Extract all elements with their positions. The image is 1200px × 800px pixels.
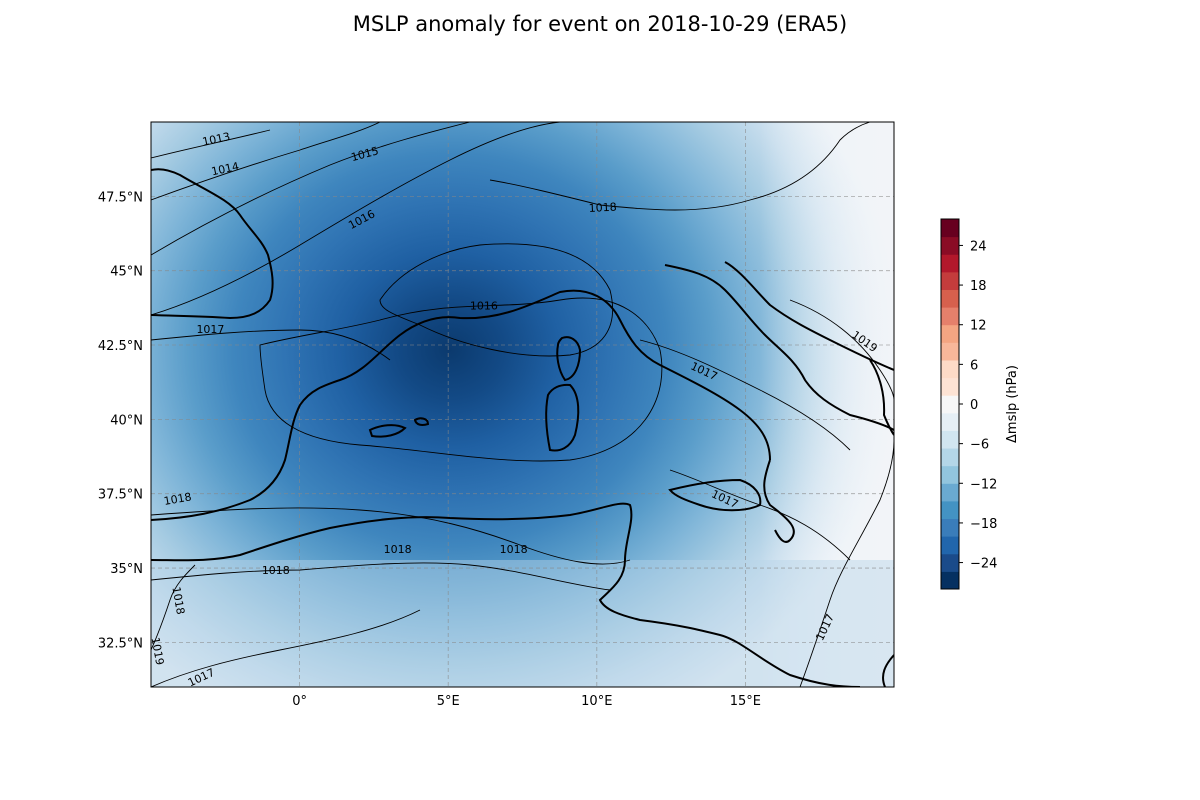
coastline-north-africa	[151, 502, 861, 687]
contour-label: 1013	[201, 130, 231, 149]
coastline-balearics	[368, 417, 430, 438]
contour-label: 1016	[470, 299, 498, 312]
colorbar-tick-label: 18	[970, 279, 987, 294]
isobar-1017-southeast	[799, 439, 894, 687]
isobar-1016-inner	[379, 243, 614, 357]
x-tick-label: 0°	[292, 694, 307, 709]
colorbar-segment	[941, 518, 959, 537]
y-tick-label: 40°N	[110, 413, 143, 428]
colorbar-ticks: 24 18 12 6 0 −6 −12 −18 −24	[959, 239, 997, 572]
colorbar-segment	[941, 430, 959, 449]
isobar-1016-outer	[151, 122, 561, 316]
colorbar-segment	[941, 289, 959, 308]
colorbar-segment	[941, 483, 959, 502]
y-tick-label: 32.5°N	[98, 636, 143, 651]
coastline-corsica	[556, 336, 582, 382]
colorbar-segment	[941, 412, 959, 431]
contour-label: 1018	[384, 543, 412, 556]
colorbar-segment	[941, 536, 959, 555]
isobar-1015	[151, 122, 471, 256]
y-tick-label: 42.5°N	[98, 339, 143, 354]
x-tick-label: 10°E	[581, 694, 612, 709]
colorbar-segment	[941, 236, 959, 255]
contour-label: 1018	[588, 201, 617, 215]
colorbar-segment	[941, 342, 959, 361]
colorbar-tick-label: 0	[970, 398, 978, 413]
isobar-1018-south2	[151, 562, 611, 591]
colorbar-tick-label: 12	[970, 319, 987, 334]
isobar-1018-south	[151, 507, 631, 565]
coastline-greece	[869, 359, 894, 436]
coastline-france-atlantic	[151, 168, 274, 320]
contour-label: 1018	[163, 490, 193, 508]
coastline-sicily	[668, 478, 762, 512]
coastlines	[151, 168, 894, 687]
colorbar-segment	[941, 307, 959, 326]
contour-label: 1018	[500, 543, 528, 556]
contour-label: 1018	[169, 586, 187, 616]
anomaly-east-fade	[760, 122, 894, 687]
colorbar-segment	[941, 359, 959, 379]
colorbar-tick-label: −24	[970, 557, 997, 572]
y-tick-label: 37.5°N	[98, 488, 143, 503]
colorbar-segment	[941, 324, 959, 343]
colorbar-segment	[941, 465, 959, 484]
colorbar-segment	[941, 254, 959, 273]
colorbar-tick-label: −12	[970, 477, 997, 492]
colorbar: 24 18 12 6 0 −6 −12 −18 −24 Δmslp (hPa)	[940, 218, 1020, 590]
isobar-1017-italy	[639, 339, 851, 451]
coastline-spain-med	[151, 289, 771, 521]
colorbar-label: Δmslp (hPa)	[1005, 365, 1020, 443]
anomaly-south-band	[151, 560, 894, 687]
contour-label: 1017	[196, 323, 224, 336]
isobar-1013	[151, 129, 271, 159]
colorbar-tick-label: −18	[970, 517, 997, 532]
coastline-dalmatia	[724, 261, 894, 371]
isobar-1017-loop	[259, 297, 663, 462]
isobar-1019-southwest	[151, 564, 196, 651]
colorbar-segment	[941, 377, 959, 396]
y-axis: 47.5°N 45°N 42.5°N 40°N 37.5°N 35°N 32.5°N	[98, 190, 143, 651]
colorbar-tick-label: 24	[970, 239, 987, 254]
isobar-1018-north	[489, 122, 871, 211]
x-axis: 0° 5°E 10°E 15°E	[292, 694, 761, 709]
contour-label: 1018	[262, 564, 290, 577]
gridlines	[151, 122, 894, 687]
contour-label: 1019	[149, 636, 167, 666]
coastline-sardinia	[545, 383, 580, 452]
isobar-1019-east	[789, 299, 894, 401]
x-tick-label: 15°E	[730, 694, 761, 709]
coastline-italy-boot	[763, 459, 795, 543]
y-tick-label: 45°N	[110, 265, 143, 280]
colorbar-segment	[941, 448, 959, 467]
y-tick-label: 47.5°N	[98, 190, 143, 205]
map-frame	[150, 121, 895, 688]
isobar-1017-southwest	[151, 609, 421, 687]
colorbar-segment	[941, 395, 959, 414]
colorbar-segment	[941, 271, 959, 290]
chart-title: MSLP anomaly for event on 2018-10-29 (ER…	[352, 12, 848, 36]
y-tick-label: 35°N	[110, 562, 143, 577]
x-tick-label: 5°E	[437, 694, 460, 709]
colorbar-tick-label: −6	[970, 438, 989, 453]
coastline-libya	[882, 654, 894, 687]
colorbar-segments	[941, 219, 959, 590]
colorbar-segment	[941, 571, 959, 590]
colorbar-segment	[941, 553, 959, 572]
colorbar-segment	[941, 500, 959, 520]
isobar-1014	[151, 122, 381, 201]
colorbar-tick-label: 6	[970, 358, 978, 373]
colorbar-segment	[941, 219, 959, 238]
contour-label: 1014	[210, 160, 240, 179]
isobar-1017-west	[151, 329, 391, 361]
coastline-adriatic	[664, 264, 894, 431]
